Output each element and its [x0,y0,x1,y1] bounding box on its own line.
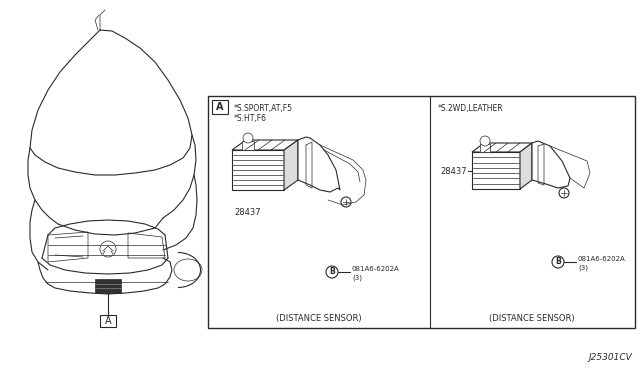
Text: *S.HT,F6: *S.HT,F6 [234,113,267,122]
Polygon shape [298,137,340,192]
Bar [212,100,228,114]
Polygon shape [520,143,532,189]
Text: B: B [555,257,561,266]
Circle shape [326,266,338,278]
Text: 081A6-6202A: 081A6-6202A [352,266,400,272]
Text: J25301CV: J25301CV [588,353,632,362]
Circle shape [341,197,351,207]
Polygon shape [48,232,88,262]
Circle shape [552,256,564,268]
Text: (3): (3) [578,265,588,271]
Bar [100,315,116,327]
Circle shape [559,188,569,198]
Text: (DISTANCE SENSOR): (DISTANCE SENSOR) [489,314,575,323]
Text: 28437: 28437 [234,208,260,217]
Polygon shape [232,140,298,150]
Text: (3): (3) [352,275,362,281]
Polygon shape [284,140,298,190]
Text: *S.SPORT,AT,F5: *S.SPORT,AT,F5 [234,103,293,112]
Text: 081A6-6202A: 081A6-6202A [578,256,626,262]
Polygon shape [242,141,254,150]
Polygon shape [95,279,121,293]
Polygon shape [128,233,165,258]
Polygon shape [480,144,490,152]
Text: A: A [105,316,111,326]
Text: A: A [216,102,224,112]
Polygon shape [472,152,520,189]
Text: *S.2WD,LEATHER: *S.2WD,LEATHER [438,103,504,112]
Bar [208,96,635,328]
Circle shape [243,133,253,143]
Text: B: B [329,267,335,276]
Polygon shape [232,150,284,190]
Text: 28437: 28437 [440,167,467,176]
Polygon shape [472,143,532,152]
Text: (DISTANCE SENSOR): (DISTANCE SENSOR) [276,314,362,323]
Circle shape [480,136,490,146]
Polygon shape [532,141,570,188]
